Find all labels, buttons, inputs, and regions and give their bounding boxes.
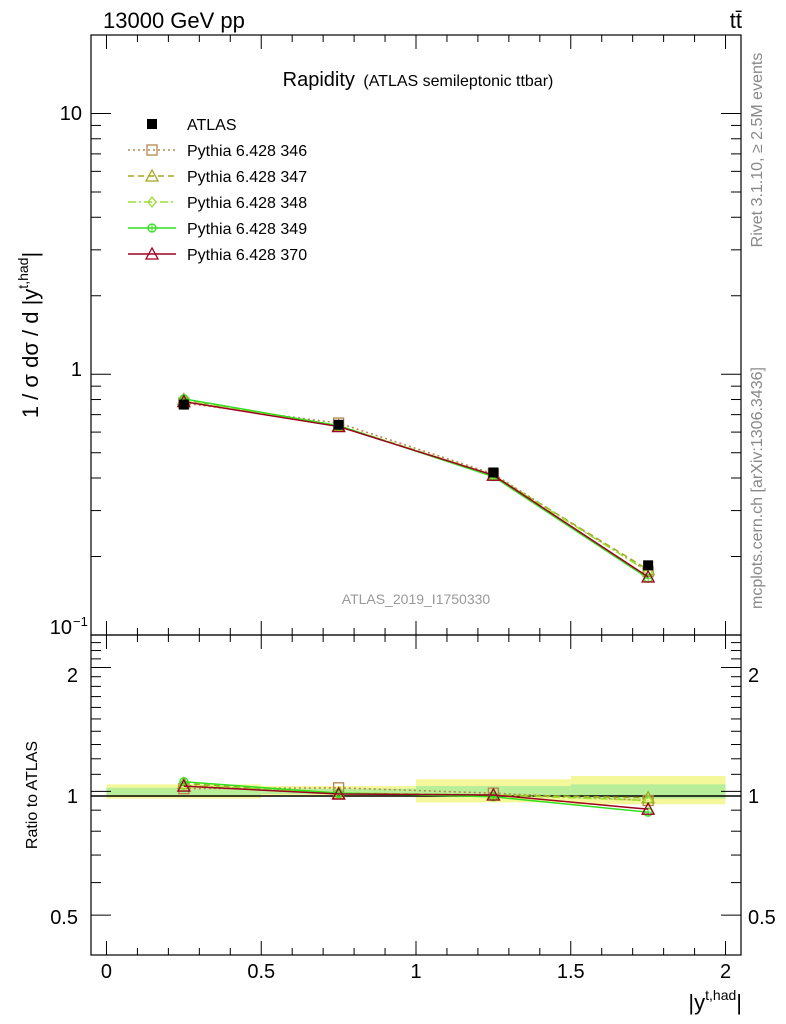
series-line-5 — [183, 400, 649, 578]
x-axis-label-end: | — [736, 990, 742, 1015]
legend-entry-3: Pythia 6.428 348 — [128, 195, 307, 212]
x-tick-label-0: 0 — [101, 961, 112, 983]
ratio-series-3-point-3 — [643, 794, 653, 807]
ratio-series-3-point-1 — [333, 787, 344, 800]
ratio-series-group — [176, 776, 656, 817]
legend-label-5: Pythia 6.428 370 — [187, 247, 307, 264]
x-tick-labels: 0 0.5 1 1.5 2 — [101, 961, 731, 983]
ratio-series-5-point-3-shape — [641, 801, 656, 815]
series-0-point-2-shape — [488, 467, 499, 478]
series-line-1 — [183, 402, 649, 573]
series-5-point-3-shape — [641, 569, 656, 583]
chart-title-group: Rapidity (ATLAS semileptonic ttbar) — [283, 69, 554, 91]
legend: ATLAS Pythia 6.428 346 Pythia 6.428 347 Pyt… — [128, 117, 307, 264]
y-tick-label-0p1-exp: −1 — [73, 614, 88, 629]
series-0-point-1-shape — [333, 419, 344, 430]
x-tick-label-3: 1.5 — [557, 961, 585, 983]
ratio-series-3-point-1-shape — [333, 787, 344, 800]
ratio-series-5-point-0 — [176, 778, 191, 792]
legend-label-0: ATLAS — [187, 117, 237, 134]
analysis-watermark: ATLAS_2019_I1750330 — [342, 591, 491, 607]
axis-ticks — [91, 34, 741, 956]
y-axis-label-sup: t,had — [15, 258, 31, 289]
series-line-3 — [183, 400, 649, 573]
legend-marker-2-shape — [144, 168, 160, 182]
series-0-point-3-shape — [643, 560, 654, 571]
ratio-series-5-point-2 — [486, 787, 501, 801]
ratio-series-3-point-0-shape — [179, 779, 189, 792]
legend-marker-3-shape — [147, 195, 157, 209]
header-energy: 13000 GeV pp — [103, 8, 245, 33]
y-tick-label-1: 1 — [71, 359, 82, 381]
ratio-y-tick-label-2: 2 — [67, 665, 78, 687]
legend-label-3: Pythia 6.428 348 — [187, 195, 307, 212]
ratio-band-green-2 — [416, 786, 571, 797]
series-0-point-3 — [643, 560, 654, 571]
legend-marker-1-shape — [146, 144, 158, 156]
ratio-series-5-point-0-shape — [176, 778, 191, 792]
legend-label-1: Pythia 6.428 346 — [187, 143, 307, 160]
legend-marker-5 — [144, 246, 160, 260]
ratio-y-axis-label: Ratio to ATLAS — [24, 741, 41, 849]
x-tick-label-2: 1 — [410, 961, 421, 983]
legend-label-2: Pythia 6.428 347 — [187, 169, 307, 186]
x-tick-label-4: 2 — [720, 961, 731, 983]
x-tick-label-1: 0.5 — [247, 961, 275, 983]
legend-entry-4: Pythia 6.428 349 — [128, 221, 307, 238]
ratio-series-5-point-3 — [641, 801, 656, 815]
series-0-point-0-shape — [178, 399, 189, 410]
series-0-point-2 — [488, 467, 499, 478]
legend-marker-1 — [146, 144, 158, 156]
x-axis-label: |yt,had| — [688, 987, 742, 1015]
header-process: tt̄ — [730, 8, 742, 33]
legend-entry-1: Pythia 6.428 346 — [128, 143, 307, 160]
series-line-4 — [183, 398, 649, 579]
x-axis-label-sup: t,had — [705, 987, 736, 1003]
y-tick-label-10: 10 — [60, 103, 82, 125]
ratio-y-tick-label-0p5-right: 0.5 — [748, 907, 776, 929]
rivet-version-text: Rivet 3.1.10, ≥ 2.5M events — [749, 53, 766, 248]
ratio-series-5-point-1 — [331, 786, 346, 800]
main-series-group — [176, 392, 656, 583]
series-0-point-1 — [333, 419, 344, 430]
ratio-y-tick-label-0p5: 0.5 — [50, 907, 78, 929]
y-axis-label: 1 / σ dσ / d |yt,had| — [15, 252, 43, 418]
ratio-series-3-point-0 — [179, 779, 189, 792]
ratio-y-tick-label-1-right: 1 — [748, 786, 759, 808]
ratio-line-5 — [183, 785, 649, 810]
ratio-y-tick-label-1: 1 — [67, 786, 78, 808]
series-line-2 — [183, 398, 649, 571]
mcplots-text: mcplots.cern.ch [arXiv:1306.3436] — [749, 367, 766, 609]
ratio-series-5-point-2-shape — [486, 787, 501, 801]
ratio-series-3-point-3-shape — [643, 794, 653, 807]
chart-subtitle: (ATLAS semileptonic ttbar) — [363, 73, 553, 90]
legend-marker-5-shape — [144, 246, 160, 260]
legend-entry-2: Pythia 6.428 347 — [128, 168, 307, 186]
series-0-point-0 — [178, 399, 189, 410]
ratio-series-5-point-1-shape — [331, 786, 346, 800]
series-5-point-3 — [641, 569, 656, 583]
legend-label-4: Pythia 6.428 349 — [187, 221, 307, 238]
ratio-line-3 — [183, 784, 649, 802]
legend-marker-0-shape — [147, 119, 157, 129]
y-axis-label-end: | — [18, 252, 43, 258]
y-tick-label-0p1: 10 — [50, 617, 72, 639]
legend-marker-4 — [147, 223, 157, 233]
ratio-series-4-point-3 — [643, 807, 653, 817]
legend-marker-0 — [147, 119, 157, 129]
y-tick-label-0p1-base: 10 — [50, 617, 72, 639]
legend-entry-0: ATLAS — [147, 117, 237, 134]
x-axis-label-main: |y — [688, 990, 705, 1015]
legend-marker-2 — [144, 168, 160, 182]
y-axis-label-main: 1 / σ dσ / d |y — [18, 289, 43, 418]
legend-marker-3 — [147, 195, 157, 209]
chart-title: Rapidity — [283, 69, 355, 91]
ratio-y-tick-label-2-right: 2 — [748, 665, 759, 687]
legend-entry-5: Pythia 6.428 370 — [128, 246, 307, 264]
